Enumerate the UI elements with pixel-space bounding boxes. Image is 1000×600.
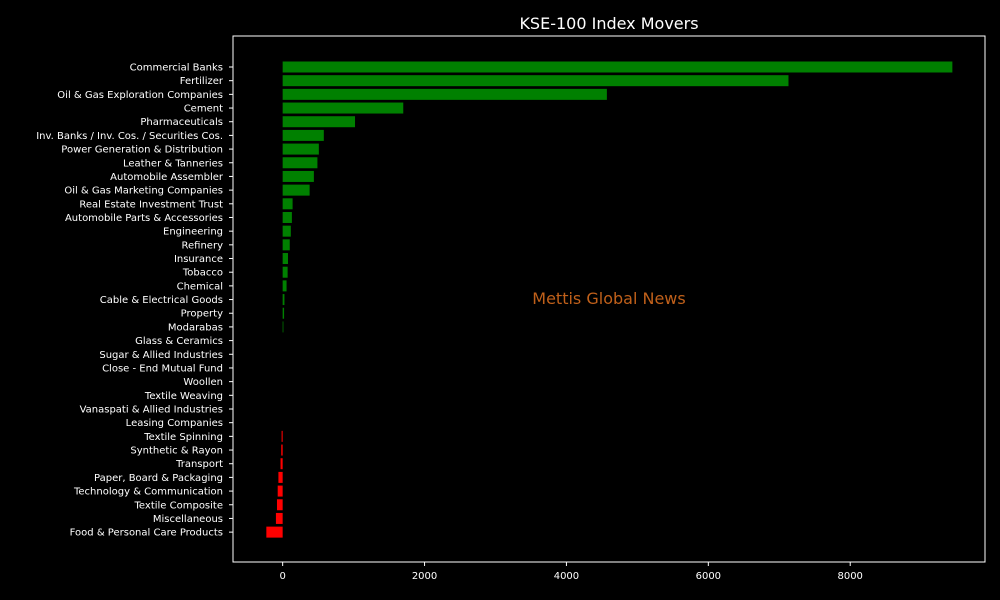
category-label: Cement (184, 104, 223, 115)
category-label: Chemical (177, 281, 223, 292)
category-label: Refinery (182, 240, 224, 251)
bar-10 (282, 198, 293, 210)
bar-2 (282, 88, 607, 100)
bar-31 (277, 485, 283, 497)
x-tick-label: 2000 (412, 571, 437, 582)
bar-18 (282, 307, 285, 319)
bar-7 (282, 157, 318, 169)
category-label: Engineering (163, 227, 223, 238)
bar-19 (282, 321, 284, 333)
category-label: Food & Personal Care Products (70, 528, 223, 539)
category-label: Modarabas (168, 322, 223, 333)
category-label: Power Generation & Distribution (61, 145, 223, 156)
bar-9 (282, 184, 310, 196)
bar-8 (282, 170, 314, 182)
x-ticks-group: 0 2000 4000 6000 8000 (279, 562, 863, 582)
bar-11 (282, 211, 292, 223)
category-label: Textile Weaving (144, 391, 223, 402)
category-label: Real Estate Investment Trust (79, 199, 223, 210)
category-label: Woollen (183, 377, 223, 388)
category-label: Technology & Communication (73, 487, 223, 498)
category-label: Insurance (174, 254, 223, 265)
bar-32 (276, 499, 283, 511)
x-tick-label: 0 (279, 571, 285, 582)
category-label: Automobile Parts & Accessories (65, 213, 223, 224)
chart-title: KSE-100 Index Movers (519, 14, 698, 33)
bar-30 (278, 471, 283, 483)
bar-4 (282, 116, 356, 128)
bars-group (266, 61, 953, 538)
bar-17 (282, 294, 285, 306)
axes-frame (232, 35, 986, 563)
x-tick-label: 6000 (696, 571, 721, 582)
category-label: Inv. Banks / Inv. Cos. / Securities Cos. (36, 131, 223, 142)
bar-34 (266, 526, 283, 538)
category-label: Synthetic & Rayon (130, 446, 223, 457)
bar-33 (275, 512, 283, 524)
category-label: Textile Composite (134, 500, 223, 511)
category-label: Glass & Ceramics (135, 336, 223, 347)
x-tick-label: 8000 (837, 571, 862, 582)
bar-29 (280, 458, 283, 470)
category-label: Fertilizer (180, 76, 224, 87)
category-label: Property (181, 309, 223, 320)
bar-16 (282, 280, 287, 292)
bar-6 (282, 143, 319, 155)
category-label: Oil & Gas Marketing Companies (64, 186, 223, 197)
category-label: Vanaspati & Allied Industries (80, 405, 223, 416)
bar-14 (282, 253, 288, 265)
category-label: Leasing Companies (126, 418, 223, 429)
category-label: Miscellaneous (153, 514, 223, 525)
category-label: Sugar & Allied Industries (99, 350, 223, 361)
category-label: Paper, Board & Packaging (94, 473, 223, 484)
category-label: Cable & Electrical Goods (100, 295, 223, 306)
bar-1 (282, 75, 789, 87)
category-label: Pharmaceuticals (140, 117, 223, 128)
bar-0 (282, 61, 953, 73)
category-label: Leather & Tanneries (123, 158, 223, 169)
category-labels-group: Commercial Banks Fertilizer Oil & Gas Expl… (36, 63, 233, 539)
category-label: Transport (175, 459, 223, 470)
bar-15 (282, 266, 288, 278)
category-label: Commercial Banks (130, 63, 223, 74)
category-label: Close - End Mutual Fund (102, 363, 223, 374)
category-label: Oil & Gas Exploration Companies (57, 90, 223, 101)
bar-5 (282, 129, 324, 141)
bar-3 (282, 102, 404, 114)
category-label: Textile Spinning (143, 432, 223, 443)
category-label: Automobile Assembler (110, 172, 224, 183)
x-tick-label: 4000 (554, 571, 579, 582)
watermark-text: Mettis Global News (532, 289, 685, 308)
bar-12 (282, 225, 291, 237)
bar-28 (281, 444, 283, 456)
category-label: Tobacco (182, 268, 223, 279)
bar-27 (281, 430, 283, 442)
bar-13 (282, 239, 290, 251)
